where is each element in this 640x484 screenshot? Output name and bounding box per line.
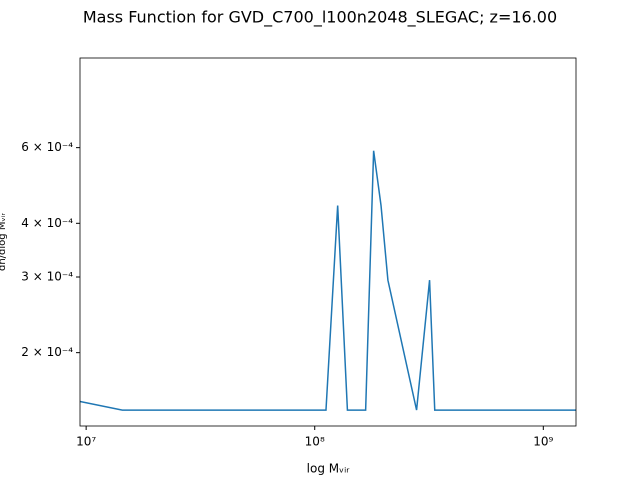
x-tick-label: 10⁹ (533, 435, 553, 449)
y-tick-label: 6 × 10⁻⁴ (21, 140, 73, 154)
x-tick-label: 10⁷ (76, 435, 96, 449)
y-tick-label: 3 × 10⁻⁴ (21, 269, 73, 283)
y-tick-label: 2 × 10⁻⁴ (21, 345, 73, 359)
x-tick-label: 10⁸ (305, 435, 325, 449)
plot-frame (79, 57, 577, 427)
y-tick-label: 4 × 10⁻⁴ (21, 216, 73, 230)
y-axis-label: dn/dlog Mᵥᵢᵣ (0, 213, 8, 271)
chart-title: Mass Function for GVD_C700_l100n2048_SLE… (83, 8, 557, 28)
line-series (80, 150, 576, 411)
x-axis-label: log Mᵥᵢᵣ (307, 462, 351, 476)
